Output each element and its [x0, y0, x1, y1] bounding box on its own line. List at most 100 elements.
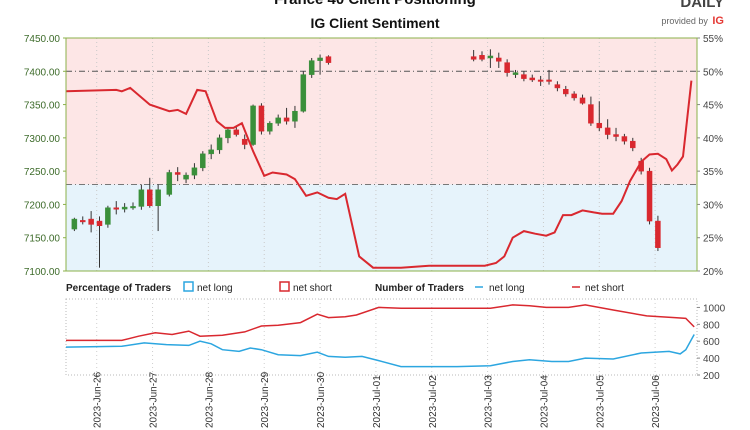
- date-tick-label: 2023-Jun-26: [93, 371, 104, 428]
- candle-down: [621, 136, 628, 142]
- date-tick-label: 2023-Jun-29: [260, 371, 271, 428]
- net-long-zone-lower: [66, 184, 697, 271]
- candle-down: [258, 105, 265, 132]
- traders-tick-label: 1000: [703, 303, 726, 314]
- candle-down: [546, 79, 552, 82]
- candle-down: [563, 89, 569, 95]
- price-tick-label: 7150.00: [24, 234, 61, 245]
- candle-up: [267, 122, 273, 132]
- legend-net-short-label: net short: [293, 283, 332, 294]
- candle-up: [191, 167, 198, 176]
- candle-down: [579, 97, 586, 104]
- candle-down: [588, 104, 594, 124]
- candle-up: [105, 207, 111, 225]
- net-short-traders-line: [66, 304, 695, 342]
- candle-down: [613, 134, 619, 137]
- percent-tick-label: 45%: [703, 101, 723, 112]
- candle-up: [275, 117, 281, 124]
- candle-down: [479, 55, 485, 60]
- candle-up: [121, 206, 128, 210]
- legend-number-short-label: net short: [585, 283, 624, 294]
- candle-down: [571, 93, 577, 99]
- candle-down: [88, 218, 94, 225]
- legend-net-long-box: [183, 281, 194, 292]
- candle-down: [655, 220, 661, 248]
- candle-down: [113, 207, 120, 210]
- candle-down: [80, 220, 86, 223]
- percent-tick-label: 40%: [703, 134, 723, 145]
- candle-up: [138, 189, 145, 207]
- candle-down: [496, 57, 502, 62]
- candle-down: [504, 62, 510, 73]
- date-tick-label: 2023-Jul-06: [651, 375, 662, 428]
- candle-down: [529, 77, 536, 81]
- candle-down: [174, 172, 181, 175]
- candle-up: [200, 153, 206, 169]
- candle-down: [537, 79, 544, 82]
- ig-logo-icon: IG: [712, 15, 724, 27]
- candle-up: [250, 105, 256, 145]
- date-tick-label: 2023-Jun-27: [149, 371, 160, 428]
- date-tick-label: 2023-Jul-04: [539, 375, 550, 428]
- candle-down: [147, 189, 153, 207]
- candle-up: [130, 206, 136, 209]
- date-tick-label: 2023-Jun-30: [316, 371, 327, 428]
- candle-up: [292, 110, 298, 122]
- provided-by-text: provided by: [661, 16, 708, 26]
- legend-net-short-box: [279, 281, 290, 292]
- candle-up: [166, 172, 173, 195]
- price-tick-label: 7100.00: [24, 267, 61, 278]
- price-tick-label: 7250.00: [24, 167, 61, 178]
- traders-tick-label: 800: [703, 320, 720, 331]
- traders-tick-label: 400: [703, 354, 720, 365]
- candle-up: [155, 189, 161, 207]
- candle-down: [630, 140, 636, 149]
- candle-down: [233, 129, 240, 135]
- candle-up: [317, 57, 323, 61]
- candle-down: [241, 138, 248, 145]
- date-tick-label: 2023-Jul-03: [484, 375, 495, 428]
- candle-up: [487, 55, 494, 59]
- candle-down: [325, 56, 332, 63]
- traders-panel-frame: [65, 298, 698, 376]
- candle-down: [283, 117, 290, 122]
- candle-up: [225, 129, 231, 139]
- percent-tick-label: 25%: [703, 234, 723, 245]
- candle-up: [208, 149, 214, 155]
- candle-down: [554, 84, 561, 89]
- candle-up: [512, 72, 519, 75]
- percent-tick-label: 35%: [703, 167, 723, 178]
- date-tick-label: 2023-Jul-05: [595, 375, 606, 428]
- brand-logo: DAILY provided by IG: [654, 0, 724, 29]
- brand-text: DAILY: [680, 0, 724, 11]
- candle-up: [308, 60, 315, 75]
- legend-number-long-label: net long: [489, 283, 525, 294]
- candle-down: [521, 74, 527, 79]
- percent-tick-label: 50%: [703, 67, 723, 78]
- candle-down: [604, 127, 611, 135]
- date-tick-label: 2023-Jul-02: [428, 375, 439, 428]
- price-tick-label: 7300.00: [24, 134, 61, 145]
- date-tick-label: 2023-Jun-28: [204, 371, 215, 428]
- candle-down: [596, 122, 603, 129]
- net-short-percent-line: [65, 80, 693, 269]
- price-tick-label: 7350.00: [24, 101, 61, 112]
- percent-tick-label: 30%: [703, 200, 723, 211]
- chart-title: France 40 Client Positioning: [0, 0, 750, 8]
- date-tick-label: 2023-Jul-01: [372, 375, 383, 428]
- traders-tick-label: 600: [703, 337, 720, 348]
- candle-down: [646, 170, 653, 222]
- traders-tick-label: 200: [703, 371, 720, 382]
- net-long-traders-line: [65, 334, 695, 368]
- candle-up: [183, 174, 189, 180]
- candle-up: [71, 218, 78, 230]
- legend-percentage-title: Percentage of Traders: [66, 283, 171, 294]
- legend-number-title: Number of Traders: [375, 283, 464, 294]
- plot-frame: [65, 37, 698, 272]
- percent-tick-label: 20%: [703, 267, 723, 278]
- candle-up: [300, 74, 307, 112]
- legend-net-long-label: net long: [197, 283, 233, 294]
- price-tick-label: 7450.00: [24, 34, 61, 45]
- candle-down: [470, 56, 477, 60]
